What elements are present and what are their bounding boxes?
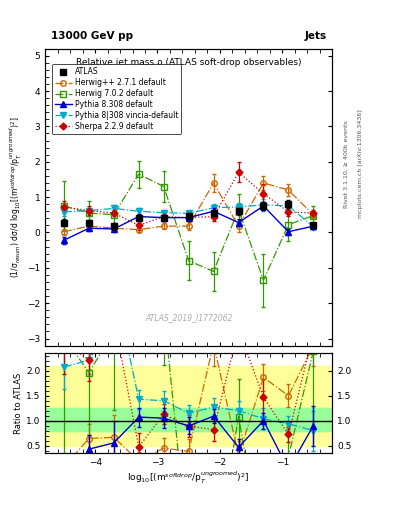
Text: 13000 GeV pp: 13000 GeV pp	[51, 31, 133, 41]
Y-axis label: (1/σ$_{resum}$) dσ/d log$_{10}$[(m$^{soft drop}$/p$_T^{ungroomed}$)$^2$]: (1/σ$_{resum}$) dσ/d log$_{10}$[(m$^{sof…	[8, 116, 24, 278]
Y-axis label: Ratio to ATLAS: Ratio to ATLAS	[14, 373, 23, 434]
Text: ATLAS_2019_I1772062: ATLAS_2019_I1772062	[145, 313, 232, 322]
Legend: ATLAS, Herwig++ 2.7.1 default, Herwig 7.0.2 default, Pythia 8.308 default, Pythi: ATLAS, Herwig++ 2.7.1 default, Herwig 7.…	[52, 65, 181, 134]
Text: mcplots.cern.ch [arXiv:1306.3436]: mcplots.cern.ch [arXiv:1306.3436]	[358, 110, 363, 218]
Text: Jets: Jets	[304, 31, 326, 41]
Text: Relative jet mass ρ (ATLAS soft-drop observables): Relative jet mass ρ (ATLAS soft-drop obs…	[76, 57, 301, 67]
X-axis label: log$_{10}$[(m$^{soft drop}$/p$_T^{ungroomed}$)$^2$]: log$_{10}$[(m$^{soft drop}$/p$_T^{ungroo…	[127, 470, 250, 486]
Text: Rivet 3.1.10, ≥ 400k events: Rivet 3.1.10, ≥ 400k events	[344, 120, 349, 208]
